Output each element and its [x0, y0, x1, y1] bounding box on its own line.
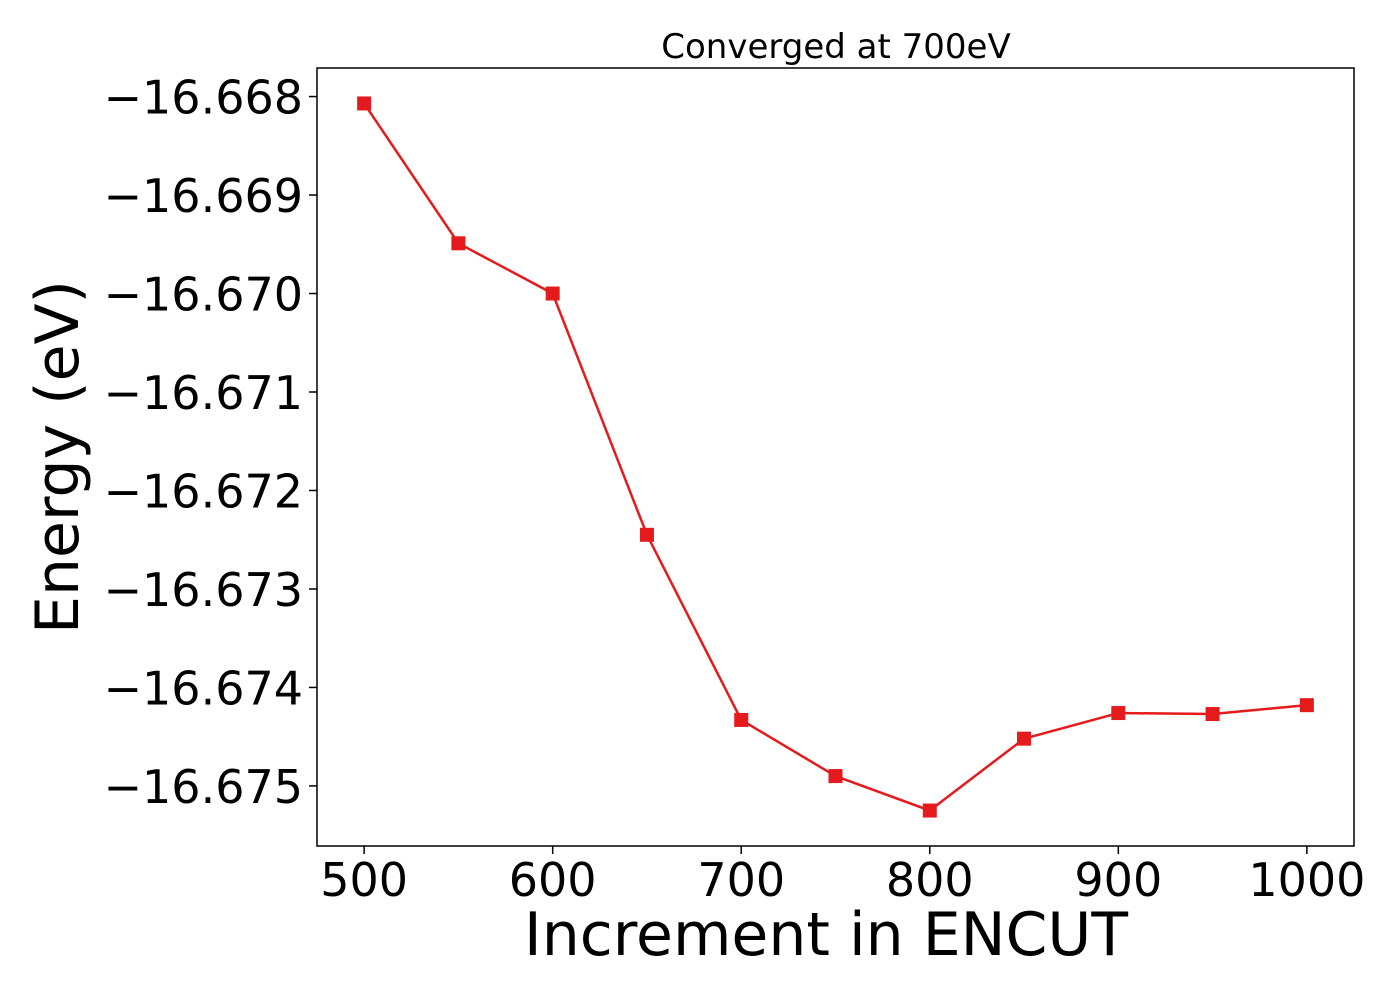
x-tick-label: 800 — [886, 853, 974, 907]
data-point-marker — [1017, 731, 1032, 746]
data-point-marker — [1205, 707, 1220, 722]
x-tick-label: 500 — [320, 853, 408, 907]
y-axis-ticks: −16.668 −16.669 −16.670 −16.671 −16.672 −16.6… — [104, 71, 317, 814]
y-tick-label: −16.669 — [104, 169, 304, 223]
y-tick-label: −16.670 — [104, 268, 304, 322]
series-line — [363, 102, 1307, 812]
x-tick-label: 700 — [697, 853, 785, 907]
data-point-marker — [1299, 698, 1314, 713]
x-tick-label: 1000 — [1248, 853, 1365, 907]
plot-area-frame — [316, 67, 1355, 847]
data-point-marker — [639, 527, 654, 542]
y-axis-title: Energy (eV) — [23, 280, 93, 634]
data-point-marker — [1111, 706, 1126, 721]
y-tick-label: −16.668 — [104, 71, 304, 125]
y-tick-label: −16.673 — [104, 563, 304, 617]
y-tick-label: −16.675 — [104, 760, 304, 814]
y-tick-label: −16.671 — [104, 366, 304, 420]
series-layer — [357, 96, 1314, 818]
x-tick-label: 600 — [509, 853, 597, 907]
data-point-marker — [828, 769, 843, 784]
data-point-marker — [357, 96, 372, 111]
x-tick-label: 900 — [1074, 853, 1162, 907]
data-point-marker — [545, 286, 560, 301]
data-point-marker — [734, 712, 749, 727]
y-tick-label: −16.672 — [104, 464, 304, 518]
y-tick-label: −16.674 — [104, 661, 304, 715]
data-point-marker — [922, 803, 937, 818]
x-axis-ticks: 500 600 700 800 900 1000 — [320, 846, 1365, 907]
data-point-marker — [451, 236, 466, 251]
x-axis-title: Increment in ENCUT — [524, 900, 1128, 970]
chart-title: Converged at 700eV — [661, 27, 1010, 67]
